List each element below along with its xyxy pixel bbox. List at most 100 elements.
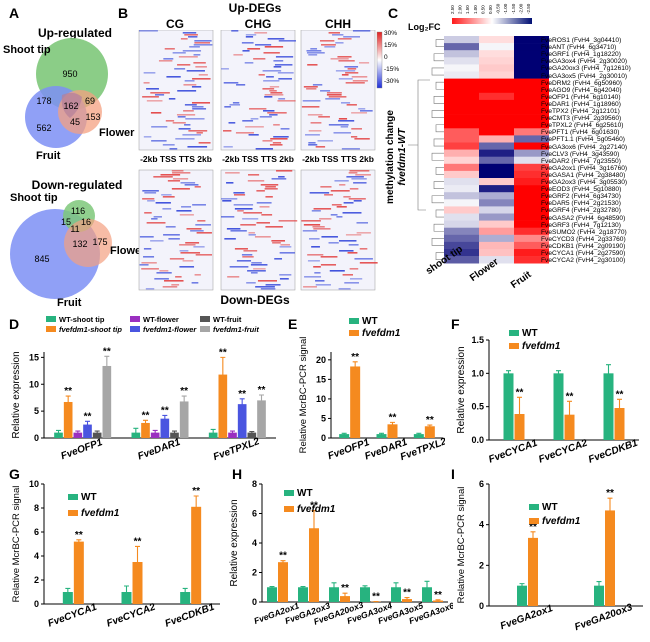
error-bar <box>416 432 422 435</box>
methylation-streak <box>273 66 282 68</box>
heatmap-cell <box>444 121 479 129</box>
methylation-streak <box>178 56 198 58</box>
bar-fvefdm1 <box>309 528 319 602</box>
error-bar <box>182 587 188 596</box>
y-tick-label: 0 <box>34 599 39 609</box>
methylation-streak <box>260 184 279 186</box>
error-bar <box>362 585 368 589</box>
heatmap-cell <box>514 121 549 129</box>
methylation-streak <box>244 62 254 64</box>
methylation-streak <box>336 206 347 208</box>
bar-wt <box>553 373 564 440</box>
y-tick-label: 1.5 <box>471 335 484 345</box>
legend-label: fvefdm1-shoot tip <box>59 325 122 334</box>
y-tick-label: 1.0 <box>471 368 484 378</box>
methylation-streak <box>253 268 266 270</box>
venn-down-flower-fruit: 132 <box>72 239 88 249</box>
methylation-axis-ticks-0: -2kb TSS TTS 2kb <box>140 154 212 164</box>
methylation-streak <box>179 250 189 252</box>
error-bar <box>517 396 522 431</box>
heatmap-cell <box>514 135 549 143</box>
methylation-streak <box>267 38 285 40</box>
methylation-streak <box>338 78 353 80</box>
bar-wt <box>267 587 277 602</box>
methylation-axis-ticks-2: -2kb TSS TTS 2kb <box>302 154 374 164</box>
significance-mark: ** <box>142 410 150 421</box>
methylation-streak <box>279 246 292 248</box>
methylation-streak <box>279 252 295 254</box>
heatmap-legend-tick: 2.00 <box>458 5 463 14</box>
methylation-streak <box>344 282 359 284</box>
y-axis-label: Relative McrBC-PCR signal <box>298 337 309 454</box>
significance-mark: ** <box>516 387 524 398</box>
dendrogram-branch <box>431 152 444 161</box>
methylation-streak <box>256 190 265 192</box>
methylation-streak <box>160 174 181 176</box>
methylation-streak <box>278 176 285 178</box>
methylation-streak <box>264 46 284 48</box>
venn-down-shoot-label: Shoot tip <box>10 192 58 204</box>
bar-fvefdm1 <box>424 426 435 438</box>
x-tick-label: FveCYCA2 <box>105 602 157 630</box>
methylation-streak <box>168 238 180 240</box>
methylation-streak <box>341 148 360 150</box>
heatmap-cell <box>514 99 549 108</box>
methylation-streak <box>191 282 199 284</box>
y-tick-label: 4 <box>34 551 39 561</box>
significance-mark: ** <box>529 522 537 533</box>
methylation-streak <box>167 180 181 182</box>
heatmap-cell <box>444 57 479 65</box>
error-bar <box>230 430 235 435</box>
error-bar <box>311 510 317 546</box>
error-bar <box>181 395 187 407</box>
methylation-streak <box>278 98 286 100</box>
heatmap-cell <box>444 107 479 115</box>
methylation-streak <box>176 210 192 212</box>
y-tick-label: 2 <box>479 560 484 570</box>
dendrogram-branch <box>433 138 444 147</box>
bar-wt-fruit <box>170 432 179 438</box>
heatmap-cell <box>514 241 549 250</box>
bar-fvefdm1 <box>191 506 202 604</box>
methylation-streak <box>309 192 330 194</box>
panel-b-top-title: Up-DEGs <box>228 1 282 15</box>
methylation-streak <box>313 228 331 230</box>
methylation-streak <box>141 268 159 270</box>
methylation-streak <box>279 278 289 280</box>
legend-swatch <box>349 318 359 324</box>
significance-mark: ** <box>351 352 359 363</box>
methylation-streak <box>349 170 370 172</box>
methylation-streak <box>242 50 250 52</box>
methylation-streak <box>196 232 212 234</box>
methylation-streak <box>150 240 164 242</box>
error-bar <box>76 539 82 544</box>
methylation-streak <box>242 120 254 122</box>
methylation-streak <box>351 76 368 78</box>
methylation-streak <box>273 124 280 126</box>
error-bar <box>94 430 100 435</box>
legend-label: WT <box>542 502 558 513</box>
heatmap-cell <box>444 206 479 214</box>
bar-fvefdm1 <box>433 600 443 602</box>
methylation-streak <box>179 214 194 216</box>
methylation-streak <box>356 232 371 234</box>
methylation-streak <box>259 116 272 118</box>
methylation-streak <box>263 80 280 82</box>
heatmap-gene-label: FveCMT3 (FvH4_2g39560) <box>541 115 622 123</box>
methylation-streak <box>251 262 262 264</box>
y-tick-label: 4 <box>252 538 257 548</box>
methylation-streak <box>320 90 331 92</box>
bar-fvefdm1-fruit <box>179 401 189 438</box>
heatmap-cell <box>444 149 479 157</box>
methylation-streak <box>163 58 174 60</box>
bar-wt <box>391 587 401 602</box>
methylation-streak <box>359 262 378 264</box>
methylation-streak <box>306 50 322 52</box>
dendrogram-branch <box>435 209 444 218</box>
methylation-streak <box>242 218 259 220</box>
error-bar <box>152 429 158 435</box>
methylation-streak <box>339 184 346 186</box>
bar-wt <box>360 587 370 602</box>
methylation-streak <box>338 60 355 62</box>
error-bar <box>143 419 148 426</box>
